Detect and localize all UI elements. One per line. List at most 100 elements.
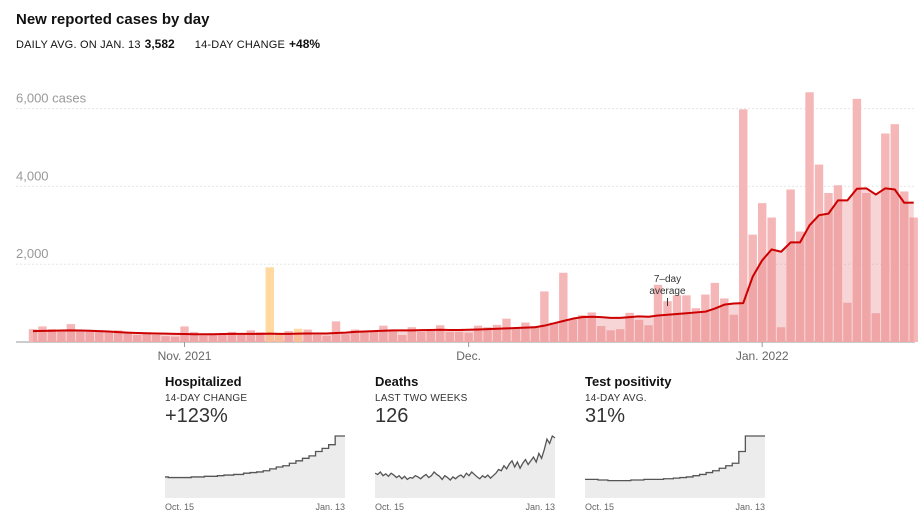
daily-avg-label: DAILY AVG. ON JAN. 13	[16, 39, 141, 51]
case-bar	[322, 335, 331, 342]
case-bar	[862, 193, 871, 342]
case-bar	[530, 326, 540, 342]
case-bar	[795, 231, 805, 342]
case-bar	[814, 164, 824, 342]
case-bar	[871, 313, 881, 342]
case-bar	[66, 324, 76, 342]
case-bar	[189, 331, 199, 342]
panel-value: +123%	[165, 405, 228, 427]
sparkline-line	[375, 434, 556, 481]
case-bar	[436, 325, 445, 342]
case-bar	[85, 330, 95, 342]
chart-title: New reported cases by day	[16, 11, 210, 28]
case-bar	[76, 329, 85, 342]
x-tick-label: Dec.	[456, 349, 481, 363]
case-bar	[454, 331, 464, 342]
case-bar	[776, 327, 786, 342]
case-bar	[843, 302, 852, 342]
x-tick-label: Jan. 2022	[736, 349, 789, 363]
change-label: 14-DAY CHANGE	[194, 39, 286, 51]
panel-value: 31%	[585, 405, 626, 427]
sparkline-start-label: Oct. 15	[585, 502, 614, 512]
panel-title: Deaths	[375, 374, 419, 389]
case-bar	[312, 334, 322, 342]
sparkline-area	[585, 436, 765, 498]
case-bar	[426, 330, 435, 342]
case-bar	[521, 322, 530, 342]
case-bar	[653, 284, 663, 342]
case-bar	[114, 330, 123, 342]
case-bar	[151, 334, 161, 342]
case-bar	[218, 334, 227, 342]
case-bar	[701, 294, 710, 342]
case-bar	[417, 331, 426, 342]
case-bar	[511, 327, 521, 342]
sparkline-line	[585, 435, 765, 482]
case-bar	[682, 295, 691, 342]
y-tick-label: 6,000 cases	[16, 91, 87, 106]
case-bar	[587, 312, 596, 342]
case-bar	[634, 319, 644, 342]
summary-row: DAILY AVG. ON JAN. 13 3,582 14-DAY CHANGE…	[16, 37, 320, 51]
deaths-sparkline: Oct. 15 Jan. 13	[375, 434, 556, 512]
seven-day-average-line	[32, 187, 914, 336]
case-bar	[483, 327, 492, 342]
y-tick-label: 2,000	[16, 246, 49, 261]
cases-bar-chart: 6,000 cases 4,000 2,000 Nov. 2021 Dec. Jan. 2…	[16, 91, 918, 363]
case-bar	[606, 330, 615, 342]
case-bar	[549, 322, 559, 342]
case-bar	[256, 332, 265, 342]
case-bar	[729, 314, 738, 342]
case-bar	[540, 291, 549, 342]
hospitalized-sparkline: Oct. 15 Jan. 13	[165, 435, 345, 512]
case-bar	[502, 318, 511, 342]
case-bar	[57, 331, 66, 342]
case-bar	[890, 124, 899, 342]
case-bar	[237, 334, 246, 342]
case-bar	[767, 217, 776, 342]
sparkline-end-label: Jan. 13	[315, 502, 345, 512]
case-bar	[909, 217, 918, 342]
case-bar	[132, 334, 142, 342]
y-tick-label: 4,000	[16, 168, 49, 183]
case-bar	[644, 325, 653, 342]
case-bar	[663, 301, 672, 342]
case-bar	[720, 298, 729, 342]
case-bar	[445, 331, 454, 342]
case-bar	[246, 330, 256, 342]
test-positivity-panel: Test positivity 14-DAY AVG. 31% Oct. 15 J…	[585, 372, 765, 512]
case-bar	[341, 334, 350, 342]
case-bar	[28, 329, 38, 342]
case-bar	[142, 334, 151, 342]
case-bar	[388, 330, 398, 342]
case-bar	[691, 308, 701, 342]
case-bar	[95, 330, 104, 342]
case-bar	[824, 193, 833, 342]
case-bar	[464, 332, 473, 342]
sparkline-line	[165, 435, 345, 479]
sparkline-area	[165, 436, 345, 498]
panel-value: 126	[375, 405, 409, 427]
case-bar	[265, 267, 274, 342]
deaths-panel: Deaths LAST TWO WEEKS 126 Oct. 15 Jan. 13	[375, 372, 556, 512]
sparkline-area	[375, 436, 555, 498]
case-bar	[199, 335, 208, 342]
case-bar	[284, 331, 293, 342]
case-bar	[786, 189, 795, 342]
case-bar	[757, 203, 767, 342]
case-bar	[38, 326, 47, 342]
case-bar	[293, 328, 303, 342]
case-bar	[852, 98, 862, 342]
case-bar	[833, 185, 843, 342]
case-bar	[578, 315, 587, 342]
case-bar	[398, 334, 407, 342]
case-bar	[615, 329, 625, 342]
case-bar	[473, 325, 483, 342]
sparkline-start-label: Oct. 15	[375, 502, 404, 512]
case-bar	[104, 331, 113, 342]
case-bar	[369, 331, 379, 342]
panel-subtitle: 14-DAY CHANGE	[165, 393, 248, 404]
daily-avg-value: 3,582	[144, 37, 175, 51]
case-bar	[748, 234, 757, 342]
case-bar	[123, 333, 132, 342]
